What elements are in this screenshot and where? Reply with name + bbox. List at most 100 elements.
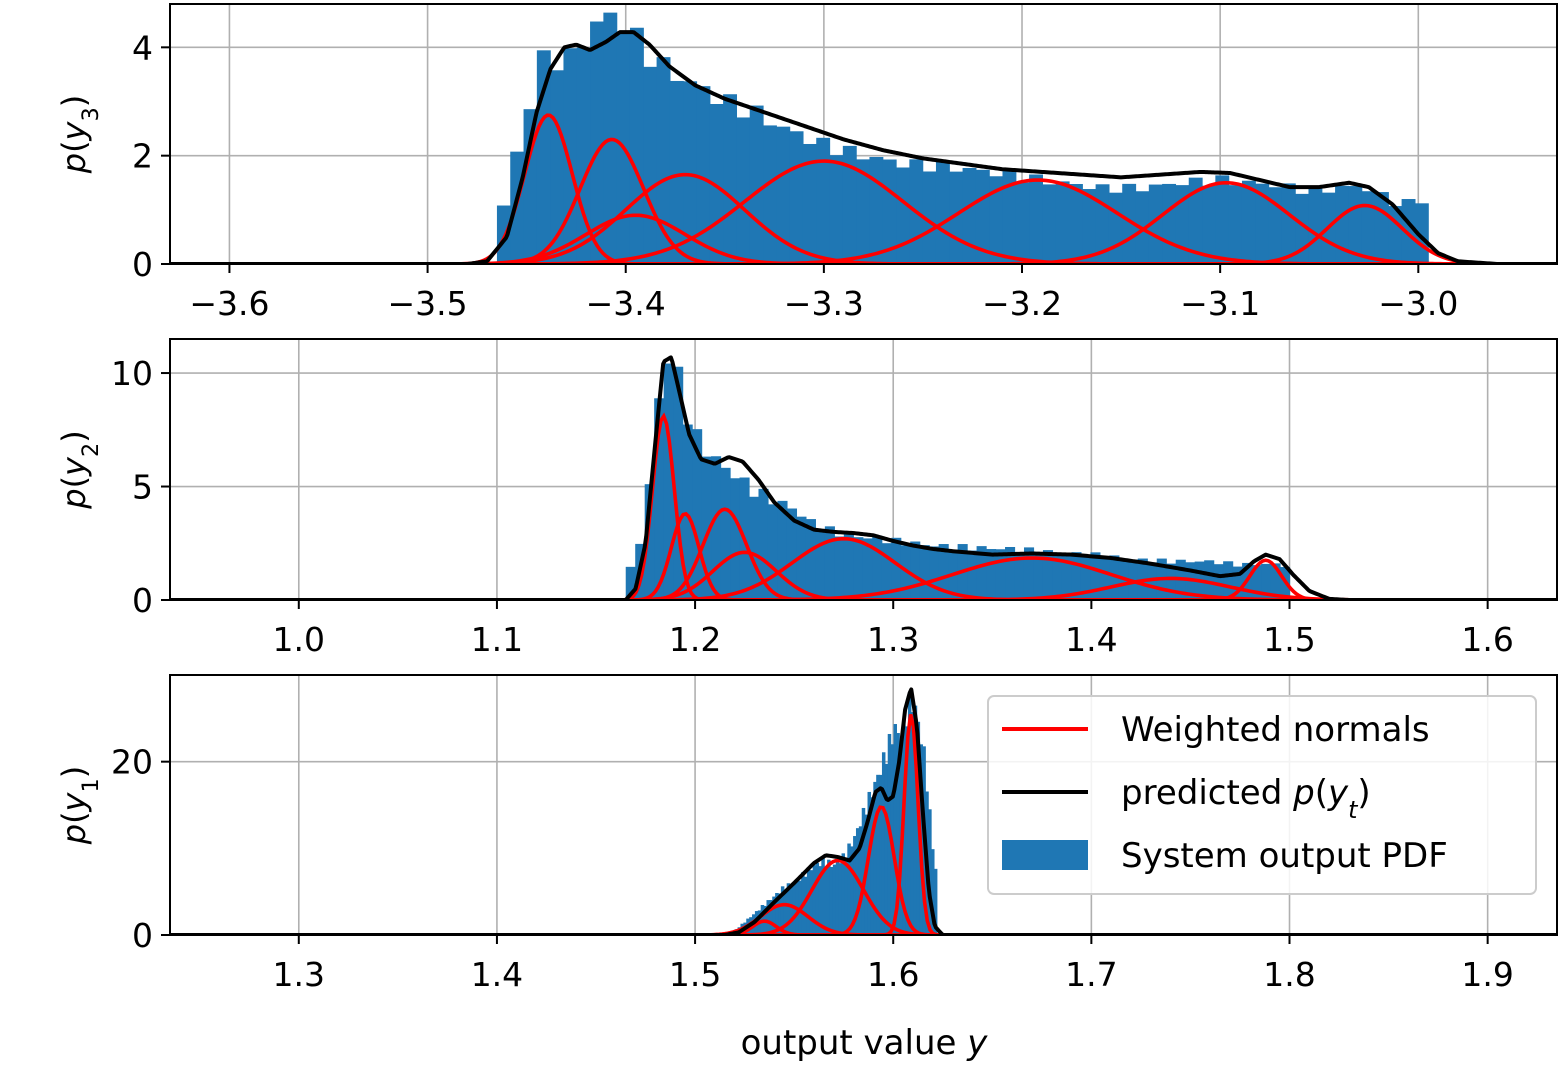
histogram-bar xyxy=(1082,189,1097,264)
histogram-bar xyxy=(962,167,977,264)
x-tick-label: −3.3 xyxy=(784,284,864,323)
histogram-bar xyxy=(1069,184,1083,264)
histogram-bar xyxy=(995,549,1006,600)
histogram-bar xyxy=(824,526,835,600)
x-tick-label: 1.3 xyxy=(867,620,919,659)
histogram-bar xyxy=(786,883,791,935)
histogram-bar xyxy=(766,900,770,935)
histogram-bar xyxy=(838,863,843,935)
histogram-bar xyxy=(1052,553,1063,600)
histogram-bar xyxy=(907,693,912,935)
x-tick-label: 1.0 xyxy=(273,620,325,659)
axes-frame xyxy=(169,3,1558,265)
histogram-bar xyxy=(786,508,798,600)
histogram-bar xyxy=(777,500,788,600)
x-tick-label: 1.5 xyxy=(669,955,721,994)
histogram-bar xyxy=(891,537,902,600)
x-tick-label: 1.5 xyxy=(1263,620,1315,659)
x-tick-label: 1.4 xyxy=(1065,620,1117,659)
y-axis-label: p(y2) xyxy=(55,430,104,509)
histogram-bar xyxy=(1055,181,1070,264)
histogram-bar xyxy=(847,843,851,935)
histogram-bar xyxy=(654,398,665,600)
histogram-bar xyxy=(829,867,834,935)
histogram-bar xyxy=(986,549,997,600)
histogram-bar xyxy=(1335,185,1349,264)
predicted-pdf-curve xyxy=(170,687,1557,935)
histogram-bar xyxy=(876,774,880,935)
histogram-bar xyxy=(829,155,844,264)
histogram-bar xyxy=(1148,184,1163,264)
histogram-bar xyxy=(935,161,950,264)
predicted-pdf-curve xyxy=(170,355,1557,600)
histogram xyxy=(625,363,1291,600)
y-tick-label: 10 xyxy=(111,354,153,393)
histogram-bar xyxy=(881,752,886,935)
histogram-bar xyxy=(749,496,760,600)
histogram-bar xyxy=(772,896,776,935)
x-tick-label: −3.2 xyxy=(982,284,1062,323)
histogram-bar xyxy=(842,145,857,264)
weighted-normal-curve xyxy=(170,203,1557,264)
histogram-bar xyxy=(872,535,883,600)
histogram-bar xyxy=(967,550,978,600)
histogram-bar xyxy=(682,424,693,600)
x-tick-label: 1.7 xyxy=(1065,955,1117,994)
legend-entry: predicted p(yt) xyxy=(1002,773,1371,824)
axes-frame xyxy=(169,674,1558,936)
y-tick-label: 2 xyxy=(132,137,153,176)
histogram-bar xyxy=(896,167,910,264)
histogram-bar xyxy=(1029,174,1043,264)
histogram-bar xyxy=(928,809,932,935)
histogram-bar xyxy=(775,892,779,935)
histogram-bar xyxy=(656,57,671,264)
histogram-bar xyxy=(896,733,900,935)
legend-label: Weighted normals xyxy=(1121,710,1430,750)
histogram-bar xyxy=(827,859,831,935)
legend-box xyxy=(987,695,1537,895)
histogram-bar xyxy=(1255,183,1270,264)
legend-entry: System output PDF xyxy=(1002,836,1448,876)
histogram-bar xyxy=(644,484,655,600)
histogram-bar xyxy=(844,858,848,935)
histogram-bar xyxy=(1281,183,1296,264)
histogram-bar xyxy=(1166,563,1177,600)
histogram-bar xyxy=(922,171,937,264)
histogram-bar xyxy=(1308,186,1323,264)
histogram-bar xyxy=(536,50,551,264)
x-tick-label: −3.1 xyxy=(1180,284,1260,323)
weighted-normal-curve xyxy=(170,159,1557,264)
histogram-bar xyxy=(850,846,854,935)
histogram-bar xyxy=(730,478,741,600)
histogram-bar xyxy=(1071,552,1082,600)
histogram-bar xyxy=(884,763,889,935)
histogram-bar xyxy=(767,504,779,600)
histogram-bar xyxy=(1099,558,1110,600)
x-tick-label: 1.2 xyxy=(669,620,721,659)
histogram-bar xyxy=(1241,180,1256,264)
x-tick-label: −3.6 xyxy=(189,284,269,323)
histogram-bar xyxy=(625,566,636,600)
histogram-bar xyxy=(938,544,949,600)
histogram-bar xyxy=(683,81,698,264)
histogram-bar xyxy=(976,546,987,600)
histogram-bar xyxy=(576,47,591,264)
histogram-bar xyxy=(861,807,866,935)
histogram-bar xyxy=(809,870,814,935)
histogram-bar xyxy=(1162,183,1177,264)
histogram-bar xyxy=(778,893,782,935)
x-tick-label: 1.3 xyxy=(273,955,325,994)
histogram-bar xyxy=(1204,560,1215,600)
histogram-bar xyxy=(802,143,817,264)
histogram-bar xyxy=(882,159,897,264)
histogram-bar xyxy=(919,545,930,600)
histogram-bar xyxy=(663,363,674,600)
histogram-bar xyxy=(869,156,884,264)
histogram-bar xyxy=(816,137,831,264)
histogram-bar xyxy=(989,176,1004,264)
histogram-bar xyxy=(858,826,863,935)
histogram-bar xyxy=(856,159,871,264)
histogram-bar xyxy=(643,66,658,264)
histogram-bar xyxy=(780,886,785,935)
histogram-bar xyxy=(910,712,915,935)
